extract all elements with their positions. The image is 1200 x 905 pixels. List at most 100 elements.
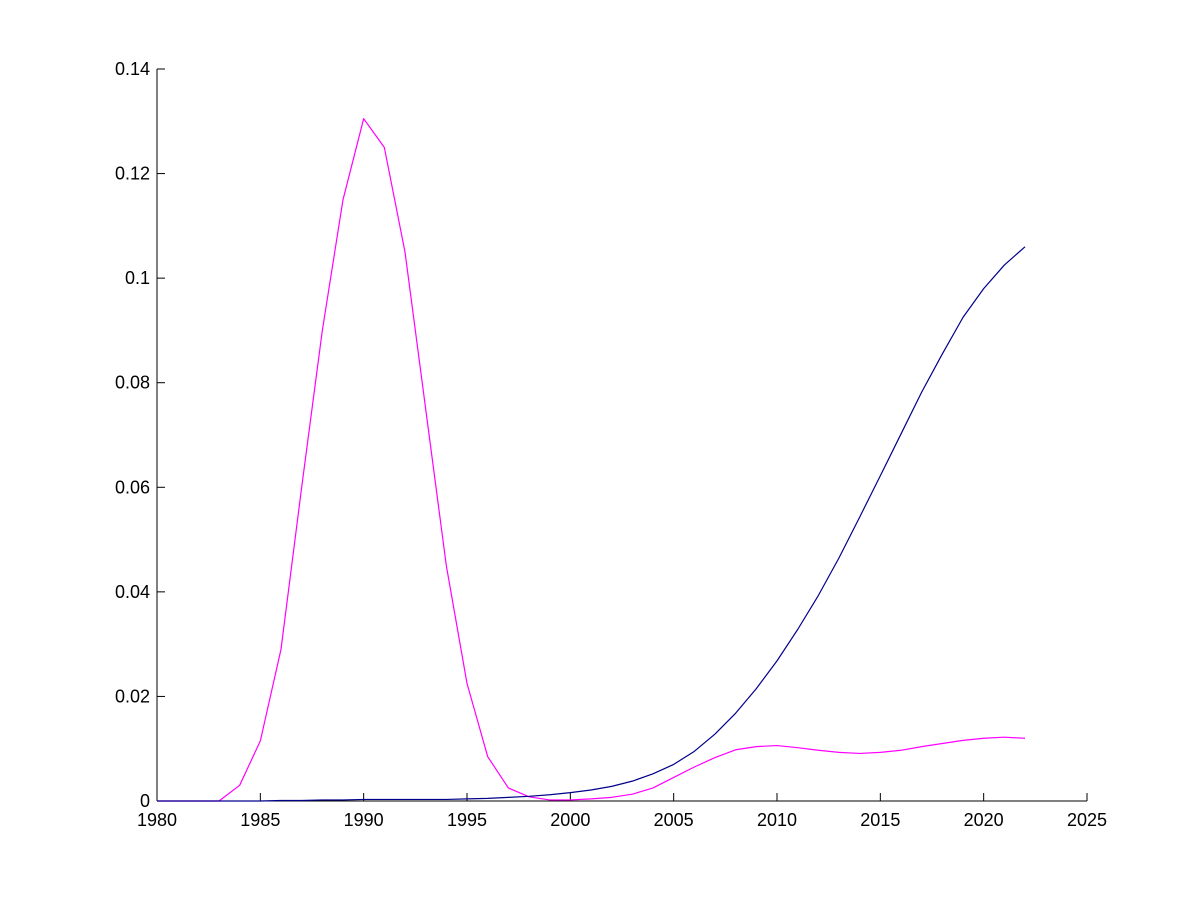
data-point	[446, 565, 447, 566]
data-point	[942, 353, 943, 354]
x-tick-label: 2015	[860, 810, 900, 830]
series-layer	[156, 118, 1026, 802]
y-tick-label: 0.04	[115, 582, 150, 602]
data-point	[487, 756, 488, 757]
data-point	[859, 516, 860, 517]
data-point	[921, 746, 922, 747]
data-point	[487, 798, 488, 799]
data-point	[900, 750, 901, 751]
series-line-1	[157, 118, 1026, 802]
data-point	[1004, 264, 1005, 265]
series-line-2	[157, 246, 1026, 802]
data-point	[446, 799, 447, 800]
data-point	[425, 799, 426, 800]
data-point	[652, 787, 653, 788]
x-tick-label: 2000	[550, 810, 590, 830]
data-point	[342, 199, 343, 200]
axes: 1980 1985 1990 1995 2000 2005 2010 2015 2020 2025…	[115, 59, 1107, 830]
data-point	[156, 800, 157, 801]
data-point	[818, 595, 819, 596]
data-point	[797, 747, 798, 748]
data-point	[632, 794, 633, 795]
y-tick-label: 0.14	[115, 59, 150, 79]
data-point	[673, 777, 674, 778]
data-point	[260, 740, 261, 741]
data-point	[838, 752, 839, 753]
y-tick-label: 0.06	[115, 477, 150, 497]
y-tick-label: 0.08	[115, 373, 150, 393]
data-point	[735, 713, 736, 714]
data-point	[466, 683, 467, 684]
data-point	[260, 800, 261, 801]
x-tick-label: 2025	[1067, 810, 1107, 830]
data-point	[384, 147, 385, 148]
data-point	[714, 757, 715, 758]
data-point	[776, 745, 777, 746]
data-point	[880, 475, 881, 476]
data-point	[962, 317, 963, 318]
data-point	[280, 649, 281, 650]
x-tick-label: 2020	[964, 810, 1004, 830]
data-point	[218, 800, 219, 801]
data-point	[363, 118, 364, 119]
y-tick-label: 0	[140, 791, 150, 811]
x-tick-label: 1990	[344, 810, 384, 830]
data-point	[1024, 738, 1025, 739]
y-tick-label: 0.12	[115, 164, 150, 184]
data-point	[570, 799, 571, 800]
data-point	[735, 749, 736, 750]
data-point	[508, 787, 509, 788]
data-point	[466, 798, 467, 799]
data-point	[756, 746, 757, 747]
data-point	[1024, 246, 1025, 247]
data-point	[570, 792, 571, 793]
data-point	[301, 800, 302, 801]
data-point	[528, 796, 529, 797]
data-point	[342, 799, 343, 800]
data-point	[983, 738, 984, 739]
data-point	[611, 797, 612, 798]
data-point	[632, 781, 633, 782]
data-point	[177, 800, 178, 801]
y-tick-label: 0.1	[125, 268, 150, 288]
data-point	[425, 408, 426, 409]
data-point	[962, 740, 963, 741]
data-point	[549, 794, 550, 795]
x-tick-label: 1995	[447, 810, 487, 830]
data-point	[280, 800, 281, 801]
data-point	[818, 750, 819, 751]
data-point	[404, 799, 405, 800]
series-2	[156, 246, 1026, 802]
data-point	[549, 799, 550, 800]
x-tick-label: 2005	[654, 810, 694, 830]
data-point	[404, 251, 405, 252]
data-point	[921, 392, 922, 393]
data-point	[942, 743, 943, 744]
data-point	[983, 288, 984, 289]
data-point	[363, 799, 364, 800]
data-point	[384, 799, 385, 800]
data-point	[859, 753, 860, 754]
data-point	[756, 688, 757, 689]
x-tick-label: 1980	[137, 810, 177, 830]
data-point	[322, 330, 323, 331]
data-point	[1004, 737, 1005, 738]
data-point	[590, 789, 591, 790]
data-point	[590, 798, 591, 799]
y-tick-label: 0.02	[115, 686, 150, 706]
x-tick-label: 1985	[240, 810, 280, 830]
data-point	[198, 800, 199, 801]
data-point	[797, 629, 798, 630]
data-point	[900, 433, 901, 434]
data-point	[508, 797, 509, 798]
data-point	[714, 733, 715, 734]
data-point	[694, 751, 695, 752]
series-1	[157, 118, 1026, 802]
data-point	[611, 786, 612, 787]
data-point	[239, 800, 240, 801]
data-point	[301, 487, 302, 488]
data-point	[652, 773, 653, 774]
data-point	[694, 766, 695, 767]
